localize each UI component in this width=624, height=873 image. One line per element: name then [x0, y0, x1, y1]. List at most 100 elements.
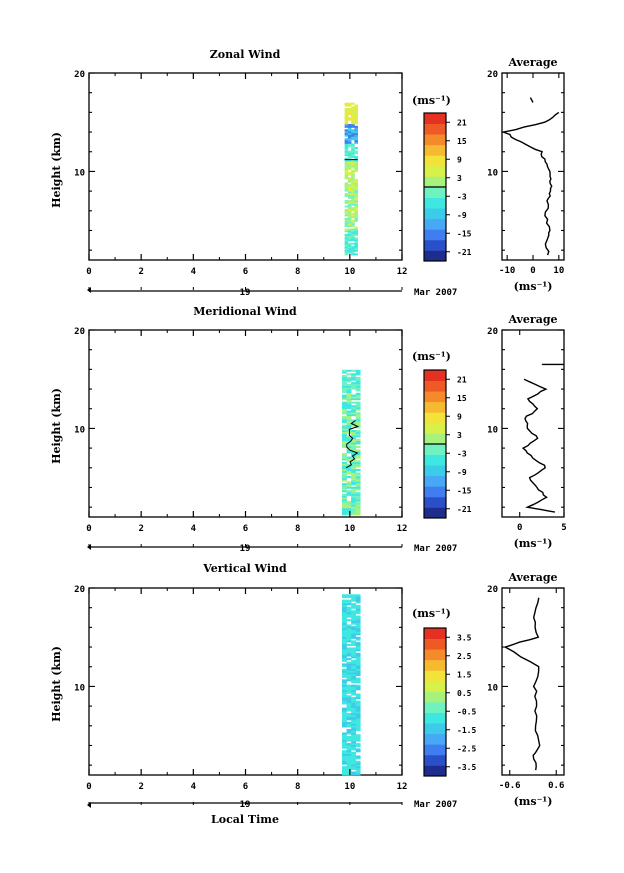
heatmap-cell: [351, 247, 355, 251]
heatmap-cell: [355, 484, 361, 487]
heatmap-cell: [355, 371, 361, 374]
heatmap-cell: [346, 424, 352, 427]
heatmap-cell: [347, 209, 352, 212]
heatmap-cell: [355, 707, 361, 710]
heatmap-cell: [351, 467, 357, 470]
colorbar-segment: [424, 113, 446, 124]
heatmap-cell: [346, 394, 352, 397]
heatmap-cell: [344, 200, 349, 203]
heatmap-cell: [347, 143, 352, 146]
heatmap-cell: [344, 239, 349, 242]
unit-label: (ms⁻¹): [412, 94, 451, 107]
heatmap-cell: [351, 633, 357, 636]
heatmap-cell: [351, 631, 357, 634]
heatmap-cell: [351, 152, 355, 155]
heatmap-cell: [354, 125, 358, 128]
heatmap-cell: [351, 221, 355, 224]
heatmap-cell: [351, 145, 355, 148]
x-tick-label: 12: [397, 267, 408, 277]
heatmap-cell: [344, 217, 349, 220]
heatmap-cell: [355, 435, 361, 438]
heatmap-cell: [347, 216, 352, 219]
heatmap-cell: [354, 247, 358, 251]
heatmap-cell: [346, 426, 352, 429]
heatmap-cell: [355, 392, 361, 395]
heatmap-cell: [346, 746, 352, 749]
heatmap-cell: [346, 509, 352, 512]
heatmap-cell: [355, 720, 361, 723]
heatmap-cell: [342, 689, 347, 693]
heatmap-cell: [346, 417, 352, 420]
heatmap-cell: [351, 604, 357, 607]
heatmap-cell: [342, 638, 347, 641]
heatmap-cell: [351, 438, 357, 441]
heatmap-cell: [355, 419, 361, 422]
heatmap-cell: [355, 693, 361, 696]
heatmap-cell: [347, 139, 352, 142]
heatmap-cell: [354, 109, 358, 112]
day-label: 19: [240, 288, 251, 298]
heatmap-cell: [344, 173, 349, 176]
heatmap-cell: [351, 647, 357, 650]
heatmap-cell: [354, 198, 358, 201]
heatmap-cell: [346, 649, 352, 652]
heatmap-cell: [351, 118, 355, 121]
heatmap-cell: [355, 736, 361, 739]
heatmap-cell: [355, 714, 361, 717]
heatmap-cell: [351, 659, 357, 662]
heatmap-cell: [346, 435, 352, 438]
heatmap-cell: [347, 194, 352, 197]
heatmap-cell: [355, 627, 361, 631]
heatmap-cell: [351, 594, 357, 597]
heatmap-cell: [351, 414, 357, 417]
heatmap-cell: [351, 610, 357, 613]
heatmap-cell: [342, 453, 347, 456]
heatmap-cell: [346, 709, 352, 712]
heatmap-cell: [351, 718, 357, 721]
heatmap-cell: [346, 502, 352, 505]
y-tick-labels: 10 10 20 20: [74, 327, 564, 508]
heatmap-cell: [351, 440, 357, 443]
heatmap-cell: [354, 138, 358, 141]
colorbar-tick-label: 2.5: [457, 652, 472, 661]
heatmap-cell: [355, 727, 361, 730]
average-line: [521, 378, 556, 513]
heatmap-cell: [351, 228, 355, 231]
heatmap-cell: [342, 622, 347, 625]
heatmap-cell: [342, 385, 347, 388]
heatmap-cell: [342, 599, 347, 602]
heatmap-cell: [351, 189, 355, 192]
heatmap-cell: [344, 150, 349, 153]
heatmap-cell: [342, 387, 347, 390]
heatmap-cell: [351, 629, 357, 632]
heatmap-cell: [342, 663, 347, 666]
heatmap-cell: [344, 249, 349, 252]
heatmap-cell: [347, 235, 352, 238]
heatmap-cell: [354, 249, 358, 252]
heatmap-cell: [355, 610, 361, 613]
heatmap-cell: [342, 695, 347, 698]
heatmap-cell: [351, 689, 357, 693]
heatmap-cell: [354, 147, 358, 150]
heatmap-cell: [344, 175, 349, 178]
x-tick-label: 8: [295, 782, 300, 792]
heatmap-cell: [347, 129, 352, 132]
panel-zonal: Zonal Wind 0 2 4 6 8 10 12 10 10 20 20 Height (km…: [50, 48, 565, 298]
heatmap-cell: [342, 437, 347, 440]
heatmap-cell: [346, 414, 352, 417]
heatmap-cell: [344, 115, 349, 118]
heatmap-cell: [342, 762, 347, 765]
heatmap-cell: [354, 237, 358, 240]
heatmap-cell: [355, 642, 361, 645]
heatmap-cell: [351, 755, 357, 758]
heatmap-cell: [351, 435, 357, 438]
heatmap-cell: [347, 196, 352, 199]
heatmap-cell: [346, 492, 352, 495]
heatmap-cell: [355, 767, 361, 770]
heatmap-cell: [351, 672, 357, 675]
heatmap-cell: [351, 200, 355, 203]
heatmap-cell: [355, 712, 361, 716]
heatmap-cell: [355, 704, 361, 707]
heatmap-cell: [342, 711, 347, 714]
heatmap-cell: [347, 184, 352, 187]
